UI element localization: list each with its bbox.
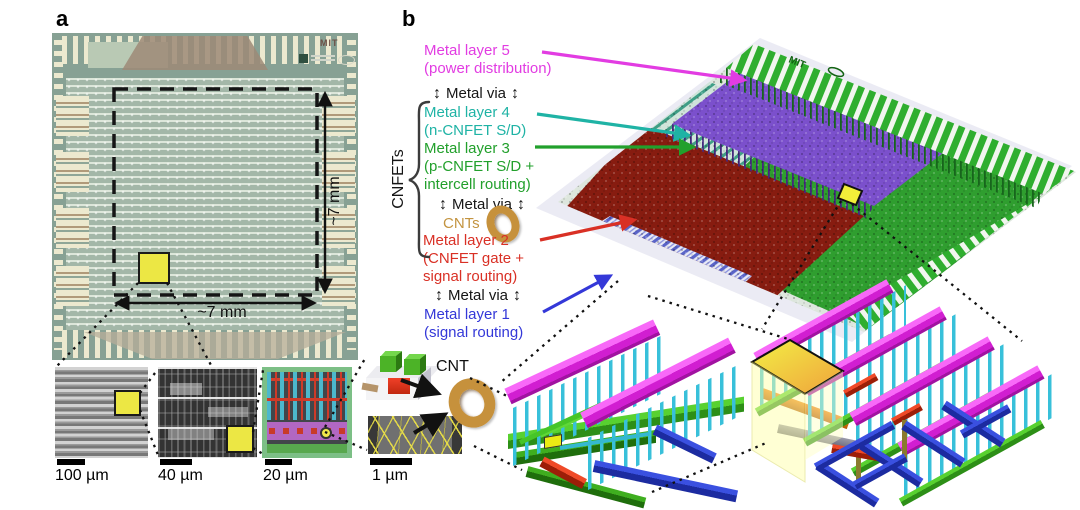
legend-title: Metal layer 2 (423, 232, 509, 249)
wire-bundle (56, 96, 89, 136)
legend-title: Metal layer 3 (424, 140, 510, 157)
layout-core (267, 372, 347, 453)
legend-via-1: ↕ Metal via ↕ (428, 85, 524, 103)
mit-logo-text: MIT (320, 38, 339, 48)
legend-title: Metal layer 4 (424, 104, 510, 121)
panel-a-label: a (56, 6, 69, 31)
via-post (856, 446, 861, 484)
sem-block (168, 429, 214, 440)
legend-via-3: ↕ Metal via ↕ (430, 287, 526, 305)
die-logo-lines (311, 55, 335, 62)
cnfet-sd-cube (404, 359, 420, 375)
cell-3d-left (485, 295, 755, 510)
cnfet-sd-cube (380, 356, 396, 372)
legend-line: (signal routing) (424, 324, 524, 341)
legend-metal2: Metal layer 2 (CNFET gate + signal routi… (423, 232, 524, 286)
scalebar-40um (160, 459, 192, 465)
die-core-array (66, 78, 344, 330)
sem-block (208, 407, 248, 417)
layout-vertical-wires (267, 372, 347, 420)
cnfets-bracket-label: CNFETs (390, 149, 407, 209)
via-arrow-icon: ↕ (511, 85, 520, 102)
legend-cnts: CNTs (443, 215, 480, 233)
die-pads-left (54, 40, 63, 350)
legend-title: Metal via (452, 196, 513, 213)
wire-bundle (56, 152, 89, 192)
cell-3d-right (745, 275, 1058, 508)
legend-title: Metal layer 5 (424, 42, 510, 59)
sem-block (170, 383, 202, 395)
legend-line: (n-CNFET S/D) (424, 122, 527, 139)
via-arrow-icon: ↕ (517, 196, 526, 213)
legend-metal3: Metal layer 3 (p-CNFET S/D + intercell r… (424, 140, 534, 194)
legend-title: Metal via (448, 287, 509, 304)
chip-pad-frame-top (726, 44, 1074, 194)
legend-line: (p-CNFET S/D + (424, 158, 535, 175)
legend-line: intercell routing) (424, 176, 531, 193)
layout-green-strip (267, 444, 347, 453)
legend-metal5: Metal layer 5 (power distribution) (424, 42, 552, 78)
via-arrow-icon: ↕ (433, 85, 441, 102)
dim-vertical-label: ~7 mm (326, 176, 343, 226)
panel-b-label: b (402, 6, 416, 31)
scalebar-1um (370, 458, 412, 465)
legend-line: (CNFET gate + (423, 250, 525, 267)
inset-zoom-highlight (226, 425, 254, 453)
die-logo-oval (338, 55, 355, 65)
scalebar-label: 40 µm (158, 467, 203, 484)
inset-sem-100um (55, 367, 148, 458)
wire-bundle (322, 266, 355, 306)
dim-horizontal-label: ~7 mm (197, 304, 247, 321)
cnfet-gate-red (388, 378, 410, 394)
legend-metal4: Metal layer 4 (n-CNFET S/D) (424, 104, 526, 140)
inset-zoom-highlight (114, 390, 141, 416)
scalebar-label: 100 µm (55, 467, 109, 484)
legend-line: signal routing) (423, 268, 518, 285)
via-arrow-icon: ↕ (513, 287, 522, 304)
via-post (902, 420, 907, 462)
inset-sem-40um (158, 367, 257, 458)
scalebar-label: 1 µm (372, 467, 408, 484)
legend-metal1: Metal layer 1 (signal routing) (424, 306, 523, 342)
scalebar-label: 20 µm (263, 467, 308, 484)
via-comb-band (718, 68, 1044, 208)
via-arrow-icon: ↕ (439, 196, 447, 213)
scalebar-100um (57, 459, 85, 465)
inset-layout-20um (262, 367, 352, 458)
wire-bundle (322, 96, 355, 136)
inset-cnt-sem (368, 416, 462, 454)
wire-bundle (56, 266, 89, 306)
inset-zoom-dot (320, 427, 332, 439)
via-arrow-icon: ↕ (435, 287, 443, 304)
die-zoom-highlight (138, 252, 170, 284)
wire-bundle (56, 208, 89, 248)
layout-gate-contacts (269, 428, 345, 434)
legend-line: (power distribution) (424, 60, 552, 77)
die-pads-right (347, 40, 356, 350)
legend-via-2: ↕ Metal via ↕ (434, 196, 530, 214)
chip-logo-oval (827, 66, 845, 78)
layout-gate-band (267, 422, 347, 440)
legend-title: Metal via (446, 85, 507, 102)
legend-title: Metal layer 1 (424, 306, 510, 323)
die-logo-square (299, 54, 308, 63)
layout-red-line (267, 398, 347, 401)
scalebar-20um (265, 459, 292, 465)
cnt-callout-label: CNT (436, 358, 469, 375)
die-shadow-top (122, 36, 268, 70)
legend-title: CNTs (443, 215, 480, 232)
